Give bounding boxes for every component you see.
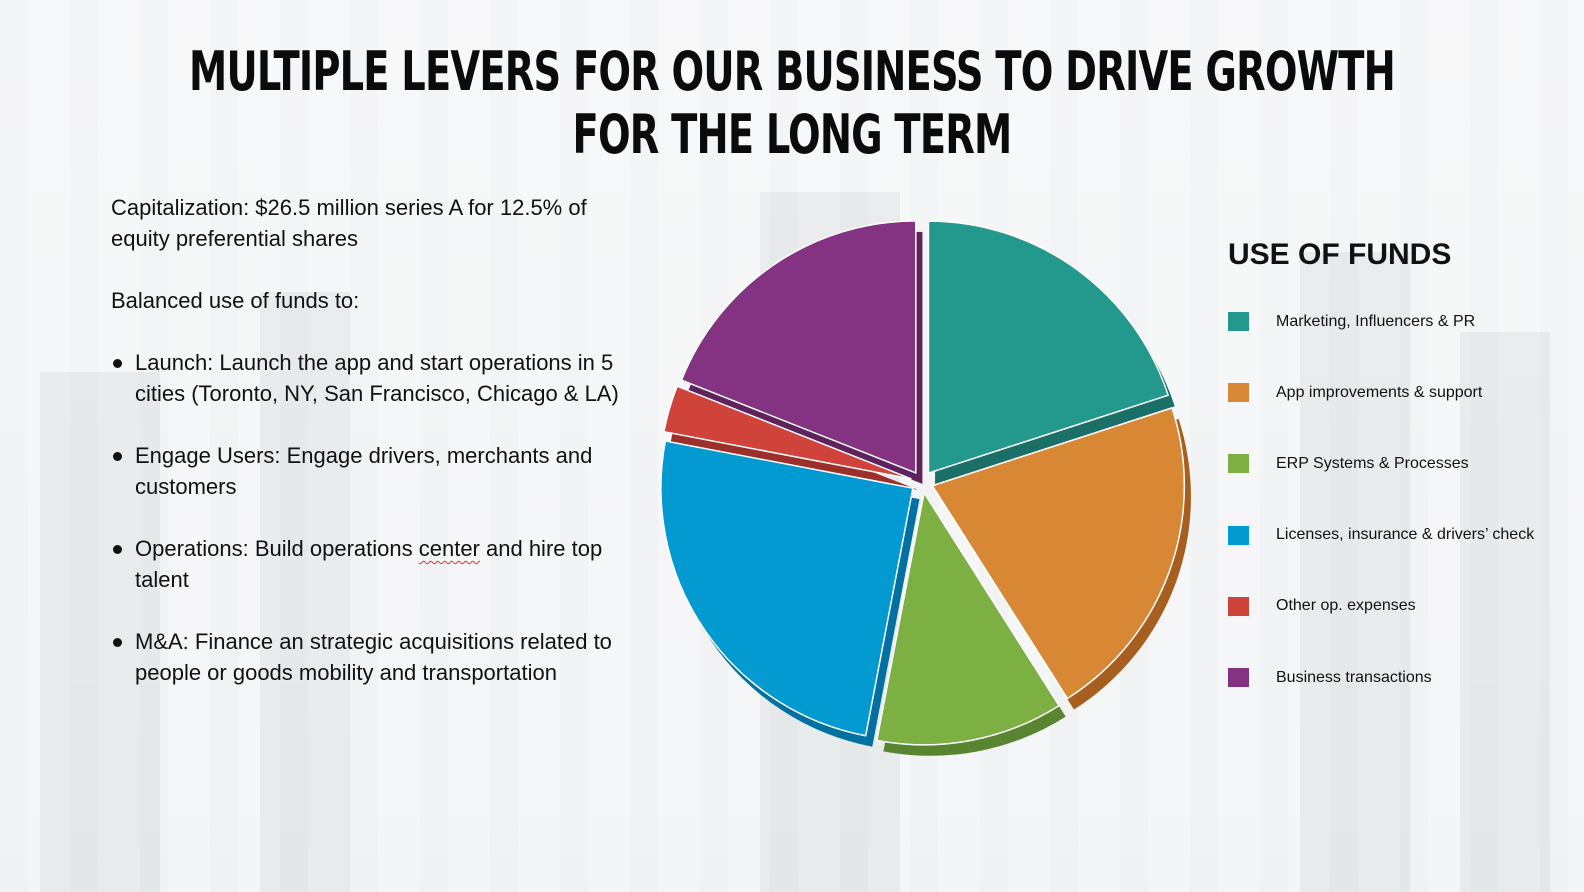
balanced-use-text: Balanced use of funds to: [111,288,360,313]
pie-chart [660,220,1191,756]
background-building [1460,332,1550,892]
bullet-text-pre: Operations: Build operations [135,536,419,561]
bullet-item-launch: Launch: Launch the app and start operati… [111,347,651,409]
legend-item: Business transactions [1228,668,1432,687]
legend-item: Other op. expenses [1228,596,1416,616]
pie-top-layer [660,220,1186,746]
bullet-dot-icon [113,452,122,461]
spellcheck-flagged-word: center [418,536,480,561]
legend-label: Licenses, insurance & drivers’ check [1276,526,1535,544]
legend-swatch [1228,668,1249,687]
legend-label: Marketing, Influencers & PR [1276,312,1476,330]
bullet-text: Engage Users: Engage drivers, merchants … [135,443,593,499]
legend-item: Marketing, Influencers & PR [1228,312,1475,331]
legend-label: App improvements & support [1276,383,1483,401]
bullet-text: M&A: Finance an strategic acquisitions r… [135,629,612,685]
capitalization-text: Capitalization: $26.5 million series A f… [111,195,587,251]
bullet-item-engage: Engage Users: Engage drivers, merchants … [111,440,651,502]
pie-slice [663,385,912,480]
legend-label: ERP Systems & Processes [1276,454,1469,472]
bullet-item-ma: M&A: Finance an strategic acquisitions r… [111,626,651,688]
legend-swatch [1228,525,1249,545]
legend-label: Other op. expenses [1276,597,1416,615]
pie-slice [680,220,917,475]
legend-label: Business transactions [1276,668,1432,686]
background-building [40,372,160,892]
legend-title: USE OF FUNDS [1228,238,1452,271]
background-building [1300,252,1410,892]
background-building [260,292,350,892]
bullet-text: Launch: Launch the app and start operati… [135,350,619,406]
legend-swatch [1228,312,1249,331]
legend-swatch [1228,596,1249,616]
bullet-dot-icon [113,638,122,647]
legend-item: App improvements & support [1228,383,1483,403]
bullet-text-post: and hire top talent [135,536,603,592]
legend-item: Licenses, insurance & drivers’ check [1228,525,1535,545]
legend-swatch [1228,454,1249,474]
legend-item: ERP Systems & Processes [1228,454,1469,474]
pie-slice [660,440,914,737]
bullet-dot-icon [113,359,122,368]
pie-slice [875,490,1061,746]
slide-title: MULTIPLE LEVERS FOR OUR BUSINESS TO DRIV… [189,40,1396,166]
pie-slice [927,220,1170,475]
bullet-list: Launch: Launch the app and start operati… [111,347,651,688]
legend-swatch [1228,383,1249,403]
pie-slice [931,406,1186,700]
bullet-dot-icon [113,545,122,554]
left-text-block: Capitalization: $26.5 million series A f… [111,192,651,719]
bullet-item-operations: Operations: Build operations center and … [111,533,651,595]
